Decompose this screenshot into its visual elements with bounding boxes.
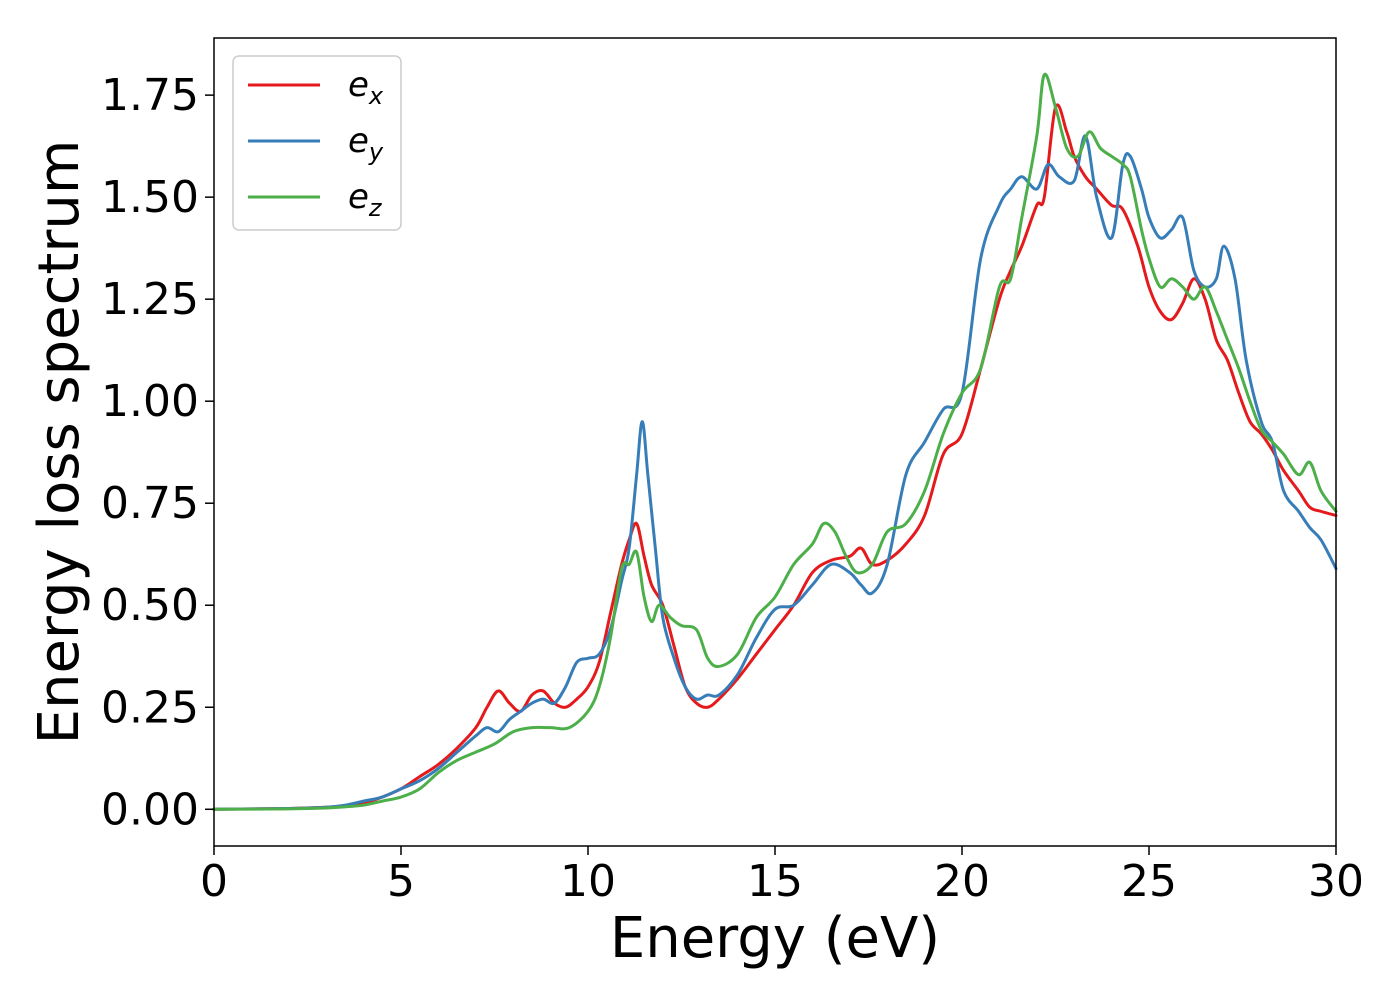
- y-tick-label: 0.25: [101, 682, 199, 733]
- y-tick-label: 0.50: [101, 580, 199, 631]
- y-tick-label: 0.00: [101, 784, 199, 835]
- y-tick-label: 0.75: [101, 478, 199, 529]
- y-axis-title: Energy loss spectrum: [27, 140, 92, 745]
- x-tick-label: 15: [747, 856, 803, 907]
- y-tick-label: 1.00: [101, 376, 199, 427]
- y-axis: 0.00 0.25 0.50 0.75 1.00 1.25 1.50 1.75: [101, 70, 214, 835]
- x-tick-label: 10: [560, 856, 616, 907]
- x-axis-title: Energy (eV): [610, 906, 940, 971]
- x-tick-label: 25: [1121, 856, 1177, 907]
- x-axis: 0 5 10 15 20 25 30: [200, 846, 1364, 907]
- y-tick-label: 1.25: [101, 274, 199, 325]
- x-tick-label: 0: [200, 856, 228, 907]
- x-tick-label: 30: [1308, 856, 1364, 907]
- y-tick-label: 1.50: [101, 172, 199, 223]
- x-tick-label: 20: [934, 856, 990, 907]
- x-tick-label: 5: [387, 856, 415, 907]
- y-tick-label: 1.75: [101, 70, 199, 121]
